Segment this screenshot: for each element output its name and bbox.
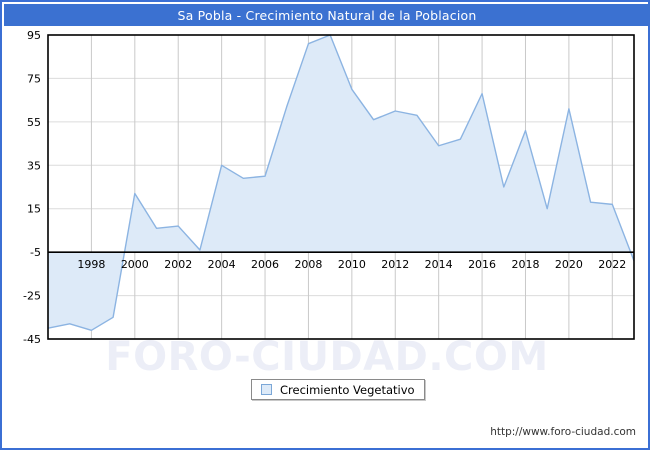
svg-text:-25: -25: [23, 290, 41, 303]
svg-text:2014: 2014: [425, 258, 453, 271]
svg-text:2016: 2016: [468, 258, 496, 271]
svg-text:2018: 2018: [511, 258, 539, 271]
svg-text:2010: 2010: [338, 258, 366, 271]
svg-text:2004: 2004: [208, 258, 236, 271]
svg-text:55: 55: [27, 116, 41, 129]
page-title: Sa Pobla - Crecimiento Natural de la Pob…: [177, 7, 477, 23]
svg-text:2022: 2022: [598, 258, 626, 271]
svg-text:15: 15: [27, 203, 41, 216]
svg-text:2002: 2002: [164, 258, 192, 271]
chart-legend[interactable]: Crecimiento Vegetativo: [251, 379, 425, 400]
svg-text:-45: -45: [23, 333, 41, 346]
svg-text:2000: 2000: [121, 258, 149, 271]
svg-text:2020: 2020: [555, 258, 583, 271]
svg-text:1998: 1998: [77, 258, 105, 271]
footer-url[interactable]: http://www.foro-ciudad.com: [490, 426, 636, 438]
svg-text:2006: 2006: [251, 258, 279, 271]
svg-text:-5: -5: [30, 246, 41, 259]
svg-text:2008: 2008: [294, 258, 322, 271]
legend-swatch-icon: [261, 384, 272, 395]
svg-text:75: 75: [27, 72, 41, 85]
svg-text:95: 95: [27, 29, 41, 42]
svg-text:35: 35: [27, 159, 41, 172]
svg-text:2012: 2012: [381, 258, 409, 271]
window-title-bar: Sa Pobla - Crecimiento Natural de la Pob…: [4, 4, 650, 26]
legend-item-label: Crecimiento Vegetativo: [280, 382, 415, 397]
